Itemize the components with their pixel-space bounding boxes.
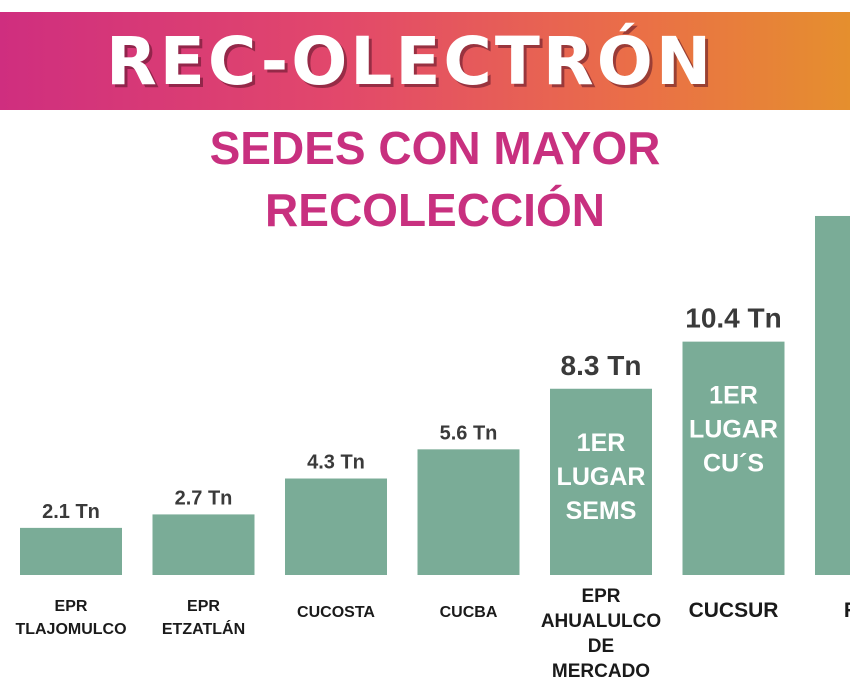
tick-label: EPR xyxy=(187,598,220,615)
title-banner: REC-OLECTRÓN xyxy=(0,12,850,110)
tick-label: CUCSUR xyxy=(689,599,779,622)
bar xyxy=(152,514,255,575)
data-label: 5.6 Tn xyxy=(440,422,498,444)
tick-label: REC xyxy=(844,599,850,622)
chart-title-line-2: RECOLECCIÓN xyxy=(265,184,605,236)
data-label: 2.1 Tn xyxy=(42,501,100,523)
bar xyxy=(417,449,520,575)
tick-label: ETZATLÁN xyxy=(162,619,245,638)
data-label: 8.3 Tn xyxy=(561,350,642,381)
data-label: 2.7 Tn xyxy=(175,487,233,509)
bar-inner-label: 1ER xyxy=(709,382,758,410)
tick-label: DE xyxy=(588,636,614,657)
tick-label: TLAJOMULCO xyxy=(15,621,126,638)
bar-inner-label: LUGAR xyxy=(689,416,778,444)
bar xyxy=(550,388,652,575)
chart-title-line-1: SEDES CON MAYOR xyxy=(209,122,661,174)
bar xyxy=(20,527,122,575)
bar xyxy=(682,341,785,575)
data-label: 10.4 Tn xyxy=(685,303,781,334)
tick-label: MERCADO xyxy=(552,661,650,682)
bar xyxy=(285,478,387,575)
bar xyxy=(815,215,850,575)
data-label: 4.3 Tn xyxy=(307,452,365,474)
bar-inner-label: 1ER xyxy=(577,429,626,457)
banner-title: REC-OLECTRÓN xyxy=(105,22,715,100)
tick-label: CUCOSTA xyxy=(297,604,375,621)
tick-label: EPR xyxy=(581,586,620,607)
bar-inner-label: LUGAR xyxy=(557,463,646,491)
tick-label: CUCBA xyxy=(440,604,498,621)
tick-label: AHUALULCO xyxy=(541,611,661,632)
bar-inner-label: SEMS xyxy=(566,497,637,525)
bar-inner-label: CU´S xyxy=(703,450,764,478)
tick-label: EPR xyxy=(55,598,88,615)
